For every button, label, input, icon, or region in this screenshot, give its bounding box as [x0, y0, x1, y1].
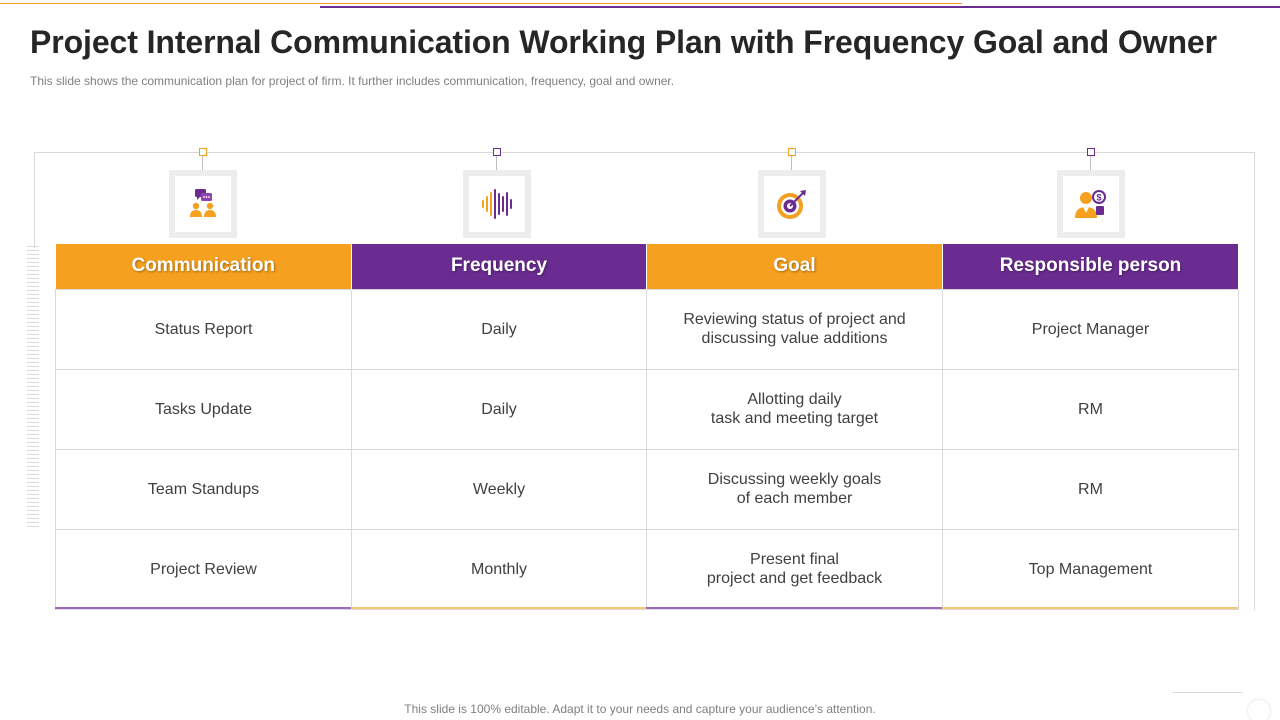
cell-owner: Top Management — [942, 528, 1239, 610]
connector-stem — [791, 156, 792, 170]
cell-communication: Status Report — [55, 288, 352, 370]
cell-frequency: Monthly — [351, 528, 647, 610]
connector-dot — [788, 148, 796, 156]
people-chat-icon — [190, 189, 216, 217]
slide-footer: This slide is 100% editable. Adapt it to… — [404, 702, 876, 716]
table-row: Team Standups Weekly Discussing weekly g… — [55, 448, 1239, 530]
bottom-accent-orange — [942, 607, 1238, 609]
connector-dot — [493, 148, 501, 156]
slide-title: Project Internal Communication Working P… — [30, 24, 1217, 60]
cell-goal: Reviewing status of project and discussi… — [646, 288, 943, 370]
person-dollar-icon: $ — [1075, 190, 1106, 218]
top-accent-line-orange — [0, 3, 962, 4]
corner-decoration-dot — [1248, 700, 1270, 720]
bottom-accent-purple — [646, 607, 942, 609]
cell-frequency: Weekly — [351, 448, 647, 530]
decorative-ruler — [27, 246, 39, 528]
goal-icon-block — [758, 148, 826, 240]
cell-owner: RM — [942, 448, 1239, 530]
cell-goal: Present final project and get feedback — [646, 528, 943, 610]
bottom-accent-orange — [351, 607, 646, 609]
target-icon — [777, 190, 806, 219]
header-communication: Communication — [55, 244, 352, 289]
cell-communication: Project Review — [55, 528, 352, 610]
connector-stem — [1090, 156, 1091, 170]
responsible-person-icon-block: $ — [1057, 148, 1125, 240]
cell-communication: Team Standups — [55, 448, 352, 530]
cell-owner: Project Manager — [942, 288, 1239, 370]
corner-decoration-line — [1172, 692, 1242, 693]
header-responsible-person: Responsible person — [942, 244, 1239, 289]
cell-goal: Discussing weekly goals of each member — [646, 448, 943, 530]
table-row: Status Report Daily Reviewing status of … — [55, 288, 1239, 370]
cell-frequency: Daily — [351, 288, 647, 370]
cell-communication: Tasks Update — [55, 368, 352, 450]
connector-stem — [496, 156, 497, 170]
bottom-accent-purple — [55, 607, 351, 609]
header-goal: Goal — [646, 244, 943, 289]
communication-plan-table: Communication Frequency Goal Responsible… — [55, 244, 1239, 610]
table-row: Tasks Update Daily Allotting daily task … — [55, 368, 1239, 450]
icon-box — [169, 170, 237, 238]
connector-stem — [202, 156, 203, 170]
icon-box — [463, 170, 531, 238]
cell-owner: RM — [942, 368, 1239, 450]
connector-dot — [1087, 148, 1095, 156]
table-header-row: Communication Frequency Goal Responsible… — [55, 244, 1239, 289]
frequency-icon-block — [463, 148, 531, 240]
slide-subtitle: This slide shows the communication plan … — [30, 74, 675, 88]
svg-text:$: $ — [1096, 193, 1101, 203]
cell-frequency: Daily — [351, 368, 647, 450]
top-accent-line-purple — [320, 6, 1280, 8]
header-frequency: Frequency — [351, 244, 647, 289]
sound-wave-icon — [482, 189, 512, 219]
icon-box — [758, 170, 826, 238]
table-row: Project Review Monthly Present final pro… — [55, 528, 1239, 610]
icon-box: $ — [1057, 170, 1125, 238]
cell-goal: Allotting daily task and meeting target — [646, 368, 943, 450]
communication-icon-block — [169, 148, 237, 240]
connector-dot — [199, 148, 207, 156]
